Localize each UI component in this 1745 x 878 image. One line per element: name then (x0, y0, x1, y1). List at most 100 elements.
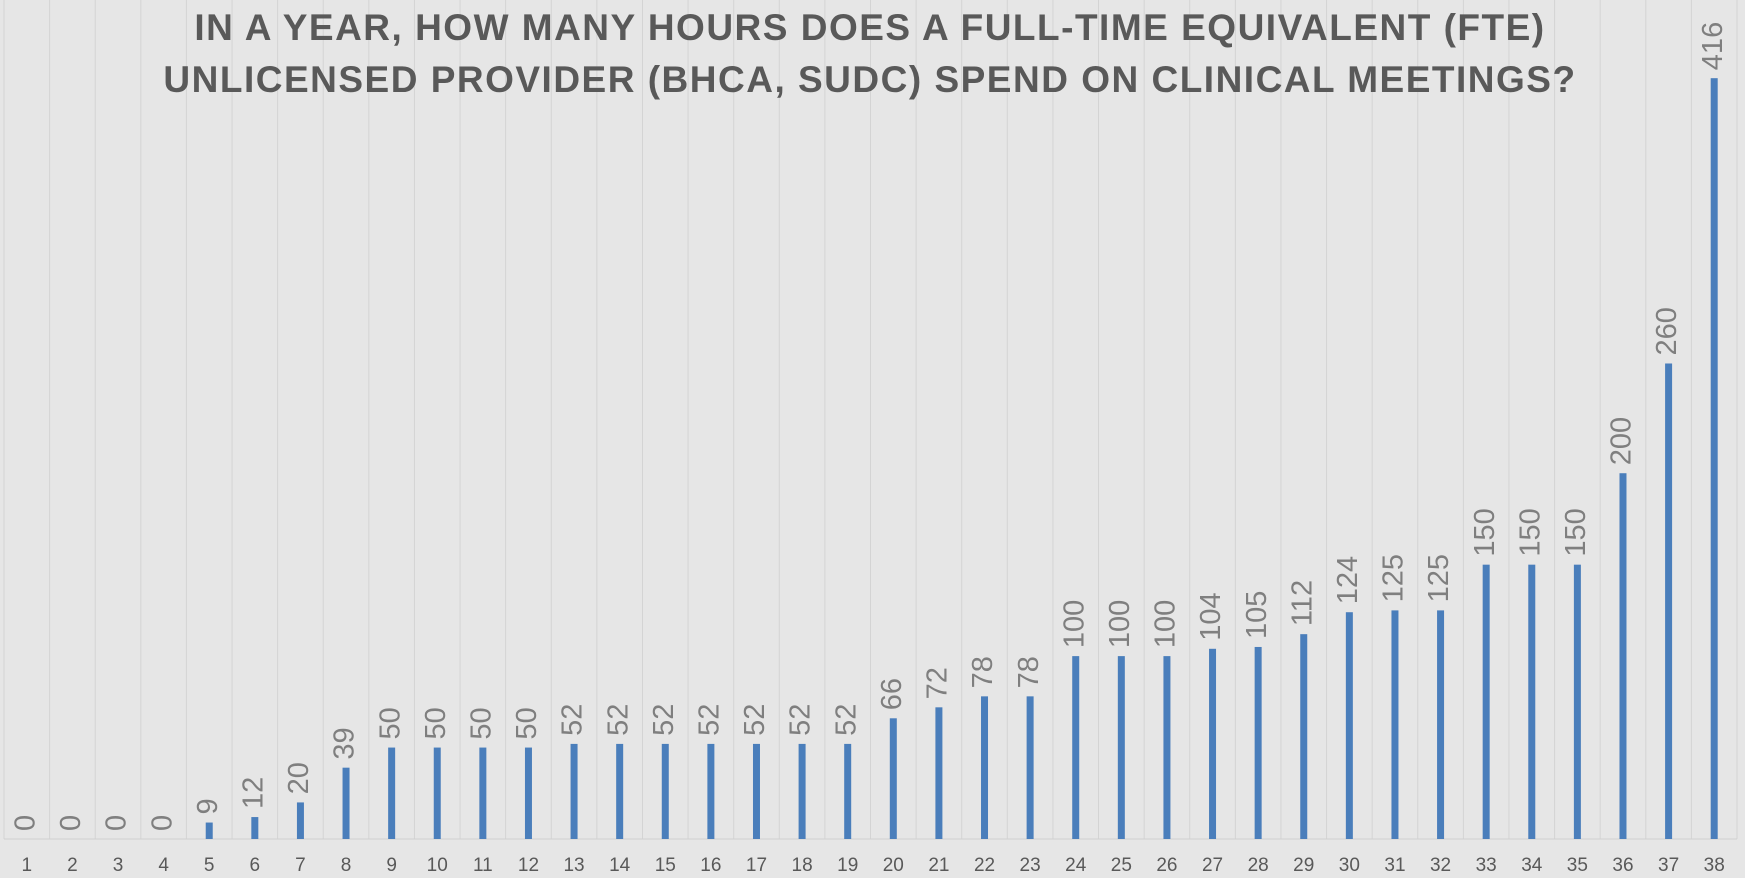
data-label: 100 (1058, 600, 1090, 648)
x-tick-label: 33 (1476, 855, 1497, 876)
x-tick-label: 16 (700, 855, 721, 876)
bar (1163, 656, 1171, 839)
x-tick-label: 27 (1202, 855, 1223, 876)
data-label: 150 (1514, 508, 1546, 556)
bar (251, 817, 259, 839)
x-tick-label: 20 (883, 855, 904, 876)
x-tick-label: 28 (1248, 855, 1269, 876)
x-tick-label: 11 (473, 855, 493, 876)
bar (205, 822, 213, 839)
bar (1026, 696, 1034, 839)
x-tick-label: 23 (1020, 855, 1041, 876)
x-tick-label: 2 (67, 855, 78, 876)
data-label: 9 (192, 798, 224, 814)
x-tick-label: 36 (1612, 855, 1633, 876)
data-label: 125 (1378, 554, 1410, 602)
x-tick-label: 30 (1339, 855, 1360, 876)
data-label: 52 (648, 704, 680, 736)
bar (981, 696, 989, 839)
data-label: 100 (1104, 600, 1136, 648)
data-label: 72 (922, 667, 954, 699)
bar (388, 747, 396, 839)
data-label: 100 (1150, 600, 1182, 648)
x-tick-label: 38 (1704, 855, 1725, 876)
x-tick-label: 12 (518, 855, 539, 876)
bar (433, 747, 441, 839)
bar (661, 743, 669, 839)
x-tick-label: 17 (746, 855, 767, 876)
x-tick-label: 21 (928, 855, 949, 876)
data-label: 200 (1606, 417, 1638, 465)
x-tick-label: 19 (837, 855, 858, 876)
data-label: 0 (101, 815, 133, 831)
bar (1573, 564, 1581, 839)
x-tick-label: 25 (1111, 855, 1132, 876)
data-label: 50 (420, 707, 452, 739)
data-label: 104 (1195, 592, 1227, 640)
data-label: 52 (830, 704, 862, 736)
bar (1665, 363, 1673, 839)
data-label: 20 (283, 762, 315, 794)
data-label: 150 (1560, 508, 1592, 556)
data-label: 260 (1651, 307, 1683, 355)
bar (1437, 610, 1445, 839)
bar (1345, 612, 1353, 839)
x-tick-label: 22 (974, 855, 995, 876)
x-tick-label: 24 (1065, 855, 1087, 876)
bar (1072, 656, 1080, 839)
bar (524, 747, 532, 839)
x-tick-label: 18 (792, 855, 813, 876)
data-label: 112 (1286, 580, 1318, 626)
data-label: 12 (237, 777, 269, 809)
chart-title: IN A YEAR, HOW MANY HOURS DOES A FULL-TI… (163, 7, 1577, 100)
x-tick-label: 15 (655, 855, 676, 876)
bar (342, 767, 350, 839)
bar (1710, 78, 1718, 839)
data-label: 52 (785, 704, 817, 736)
data-label: 52 (694, 704, 726, 736)
x-tick-label: 10 (427, 855, 448, 876)
x-tick-label: 4 (158, 855, 169, 876)
bar (844, 743, 852, 839)
bar (1528, 564, 1536, 839)
bar (935, 707, 943, 839)
data-label: 150 (1469, 508, 1501, 556)
x-tick-label: 26 (1156, 855, 1177, 876)
data-label: 52 (602, 704, 634, 736)
bar (479, 747, 487, 839)
x-tick-label: 31 (1384, 855, 1405, 876)
data-label: 78 (967, 656, 999, 688)
x-tick-label: 6 (250, 855, 261, 876)
x-tick-label: 32 (1430, 855, 1451, 876)
bar (1619, 473, 1627, 839)
x-tick-label: 13 (563, 855, 584, 876)
bar (707, 743, 715, 839)
bar (570, 743, 578, 839)
data-label: 50 (511, 707, 543, 739)
bar (296, 802, 304, 839)
data-label: 105 (1241, 591, 1273, 639)
bar (616, 743, 624, 839)
bar (1254, 646, 1262, 839)
bar (1117, 656, 1125, 839)
bar (752, 743, 760, 839)
data-label: 52 (557, 704, 589, 736)
x-tick-label: 29 (1293, 855, 1314, 876)
data-label: 0 (146, 815, 178, 831)
data-label: 0 (55, 815, 87, 831)
x-tick-label: 1 (22, 855, 33, 876)
bar (1482, 564, 1490, 839)
x-tick-label: 5 (204, 855, 215, 876)
x-tick-label: 9 (386, 855, 397, 876)
data-label: 0 (9, 815, 41, 831)
data-label: 50 (466, 707, 498, 739)
bar (1391, 610, 1399, 839)
x-tick-label: 14 (609, 855, 631, 876)
bar (1300, 634, 1308, 839)
bar (889, 718, 897, 839)
data-label: 39 (329, 727, 361, 759)
x-tick-label: 3 (113, 855, 124, 876)
data-label: 78 (1013, 656, 1045, 688)
